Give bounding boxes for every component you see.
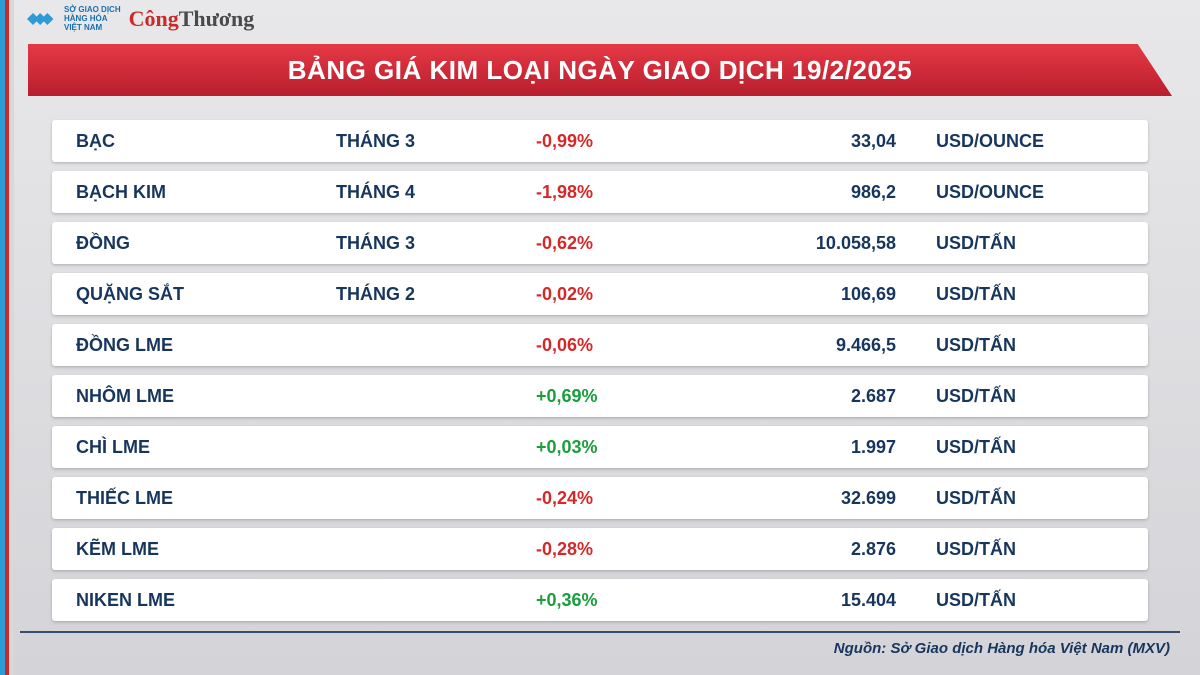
cell-price: 33,04 [716, 131, 936, 152]
cell-price: 1.997 [716, 437, 936, 458]
cell-name: BẠCH KIM [76, 182, 336, 203]
cell-price: 2.687 [716, 386, 936, 407]
cell-name: THIẾC LME [76, 488, 336, 509]
cell-name: BẠC [76, 131, 336, 152]
cell-unit: USD/OUNCE [936, 182, 1124, 203]
cell-price: 9.466,5 [716, 335, 936, 356]
table-row: CHÌ LME +0,03%1.997USD/TẤN [52, 426, 1148, 468]
table-row: QUẶNG SẮTTHÁNG 2-0,02%106,69USD/TẤN [52, 273, 1148, 315]
cell-unit: USD/TẤN [936, 233, 1124, 254]
table-row: BẠCTHÁNG 3-0,99%33,04USD/OUNCE [52, 120, 1148, 162]
cell-change: -0,62% [536, 233, 716, 254]
cell-unit: USD/TẤN [936, 437, 1124, 458]
table-row: BẠCH KIMTHÁNG 4-1,98%986,2USD/OUNCE [52, 171, 1148, 213]
cell-price: 32.699 [716, 488, 936, 509]
cell-price: 106,69 [716, 284, 936, 305]
table-row: NHÔM LME +0,69%2.687USD/TẤN [52, 375, 1148, 417]
table-row: ĐỒNGTHÁNG 3-0,62%10.058,58USD/TẤN [52, 222, 1148, 264]
cell-name: NHÔM LME [76, 386, 336, 407]
cell-name: ĐỒNG LME [76, 335, 336, 356]
cell-unit: USD/TẤN [936, 590, 1124, 611]
table-row: ĐỒNG LME -0,06%9.466,5USD/TẤN [52, 324, 1148, 366]
cell-price: 10.058,58 [716, 233, 936, 254]
left-edge-stripe [0, 0, 14, 675]
table-row: NIKEN LME +0,36%15.404USD/TẤN [52, 579, 1148, 621]
cell-unit: USD/TẤN [936, 386, 1124, 407]
header-logos: SỞ GIAO DỊCH HÀNG HÓA VIỆT NAM CôngThươn… [20, 6, 254, 32]
cell-change: -0,99% [536, 131, 716, 152]
cell-month: THÁNG 3 [336, 131, 536, 152]
mxv-mark-icon [20, 7, 58, 31]
cell-price: 15.404 [716, 590, 936, 611]
cell-change: +0,69% [536, 386, 716, 407]
cell-unit: USD/TẤN [936, 488, 1124, 509]
cell-month: THÁNG 4 [336, 182, 536, 203]
cell-change: -0,28% [536, 539, 716, 560]
cell-change: -1,98% [536, 182, 716, 203]
source-attribution: Nguồn: Sở Giao dịch Hàng hóa Việt Nam (M… [834, 640, 1170, 657]
cell-price: 2.876 [716, 539, 936, 560]
cell-unit: USD/TẤN [936, 284, 1124, 305]
cell-name: QUẶNG SẮT [76, 284, 336, 305]
cell-month: THÁNG 2 [336, 284, 536, 305]
cell-name: ĐỒNG [76, 233, 336, 254]
cell-price: 986,2 [716, 182, 936, 203]
cell-name: NIKEN LME [76, 590, 336, 611]
cell-change: -0,06% [536, 335, 716, 356]
page-title: BẢNG GIÁ KIM LOẠI NGÀY GIAO DỊCH 19/2/20… [28, 44, 1172, 96]
congthuong-logo: CôngThương [129, 6, 255, 32]
cell-unit: USD/TẤN [936, 539, 1124, 560]
cell-change: +0,36% [536, 590, 716, 611]
cell-name: KẼM LME [76, 539, 336, 560]
mxv-line3: VIỆT NAM [64, 24, 121, 33]
congthuong-part-a: Công [129, 6, 179, 31]
table-row: KẼM LME -0,28%2.876USD/TẤN [52, 528, 1148, 570]
table-row: THIẾC LME -0,24%32.699USD/TẤN [52, 477, 1148, 519]
footer-divider [20, 631, 1180, 633]
congthuong-part-b: Thương [179, 6, 255, 31]
cell-unit: USD/TẤN [936, 335, 1124, 356]
cell-change: -0,24% [536, 488, 716, 509]
cell-unit: USD/OUNCE [936, 131, 1124, 152]
price-table: BẠCTHÁNG 3-0,99%33,04USD/OUNCEBẠCH KIMTH… [52, 120, 1148, 630]
cell-change: -0,02% [536, 284, 716, 305]
cell-name: CHÌ LME [76, 437, 336, 458]
mxv-logo: SỞ GIAO DỊCH HÀNG HÓA VIỆT NAM [20, 6, 121, 32]
cell-month: THÁNG 3 [336, 233, 536, 254]
cell-change: +0,03% [536, 437, 716, 458]
title-banner: BẢNG GIÁ KIM LOẠI NGÀY GIAO DỊCH 19/2/20… [28, 44, 1172, 96]
